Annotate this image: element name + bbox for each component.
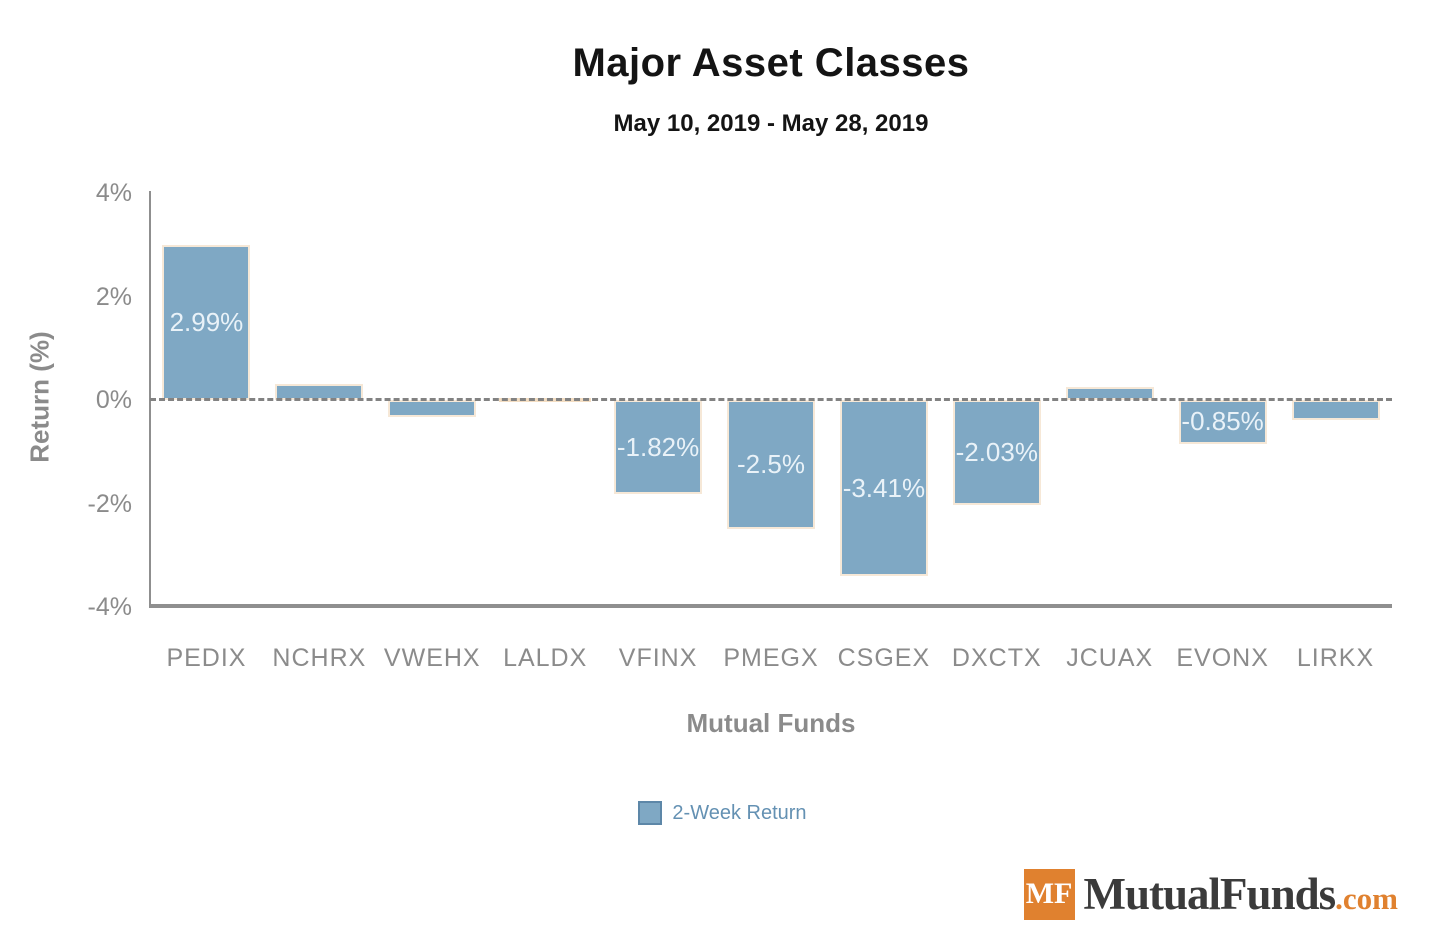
x-tick-label: DXCTX xyxy=(951,644,1042,672)
x-tick-label: LIRKX xyxy=(1296,644,1375,672)
y-tick-label: 4% xyxy=(95,179,132,207)
legend-label: 2-Week Return xyxy=(672,801,807,824)
x-axis-title: Mutual Funds xyxy=(686,708,856,738)
bar-slot: 2.99% xyxy=(150,193,263,607)
bar[interactable] xyxy=(1291,400,1380,420)
bar-label: -0.85% xyxy=(1181,406,1264,437)
bar-label: -1.82% xyxy=(616,431,700,462)
chart-subtitle: May 10, 2019 - May 28, 2019 xyxy=(613,110,929,137)
bar[interactable]: 2.99% xyxy=(162,245,251,400)
logo-name: MutualFunds xyxy=(1083,869,1337,919)
logo-text: MutualFunds.com xyxy=(1084,868,1398,920)
chart-header: Major Asset Classes May 10, 2019 - May 2… xyxy=(150,42,1392,138)
bar[interactable]: -2.03% xyxy=(952,400,1041,506)
bar-label: -2.5% xyxy=(737,449,805,480)
bar[interactable]: -0.85% xyxy=(1178,400,1267,444)
y-axis-tick-labels: 4% 2% 0% -2% -4% xyxy=(0,179,132,621)
y-tick-label: -4% xyxy=(87,593,132,621)
zero-baseline xyxy=(150,398,1392,401)
legend-item[interactable]: 2-Week Return xyxy=(638,801,807,825)
bar-slot: -1.82% xyxy=(602,193,715,607)
bar-label: -3.41% xyxy=(842,472,926,503)
x-tick-label: PEDIX xyxy=(166,644,247,672)
logo-tld: .com xyxy=(1335,881,1398,916)
y-tick-label: 0% xyxy=(95,386,132,414)
bar[interactable] xyxy=(388,400,477,417)
legend-swatch-icon xyxy=(638,801,663,825)
x-tick-label: VWEHX xyxy=(383,644,481,672)
bar-slot: -3.41% xyxy=(827,193,940,607)
bar[interactable]: -1.82% xyxy=(614,400,703,495)
x-tick-label: PMEGX xyxy=(723,644,819,672)
x-tick-label: CSGEX xyxy=(837,644,931,672)
y-tick-label: -2% xyxy=(87,489,132,518)
x-tick-label: EVONX xyxy=(1176,644,1269,672)
bar-label: 2.99% xyxy=(169,307,244,338)
y-tick-label: 2% xyxy=(95,282,132,311)
bar[interactable]: -2.5% xyxy=(726,400,815,530)
chart-title: Major Asset Classes xyxy=(572,41,970,85)
bar-slot: -2.5% xyxy=(715,193,828,607)
mutualfunds-logo[interactable]: MF MutualFunds.com xyxy=(1023,868,1398,920)
bar[interactable]: -3.41% xyxy=(839,400,928,577)
x-tick-label: VFINX xyxy=(618,644,698,672)
x-tick-label: LALDX xyxy=(503,644,588,672)
x-tick-label: NCHRX xyxy=(272,644,367,672)
x-axis-line xyxy=(150,604,1392,608)
bar-slot: -2.03% xyxy=(940,193,1053,607)
x-tick-label: JCUAX xyxy=(1066,644,1154,672)
mf-badge-icon: MF xyxy=(1023,868,1075,920)
bar-label: -2.03% xyxy=(955,437,1038,468)
x-axis-tick-labels: PEDIX NCHRX VWEHX LALDX VFINX PMEGX CSGEX DXCTX… xyxy=(150,644,1392,673)
